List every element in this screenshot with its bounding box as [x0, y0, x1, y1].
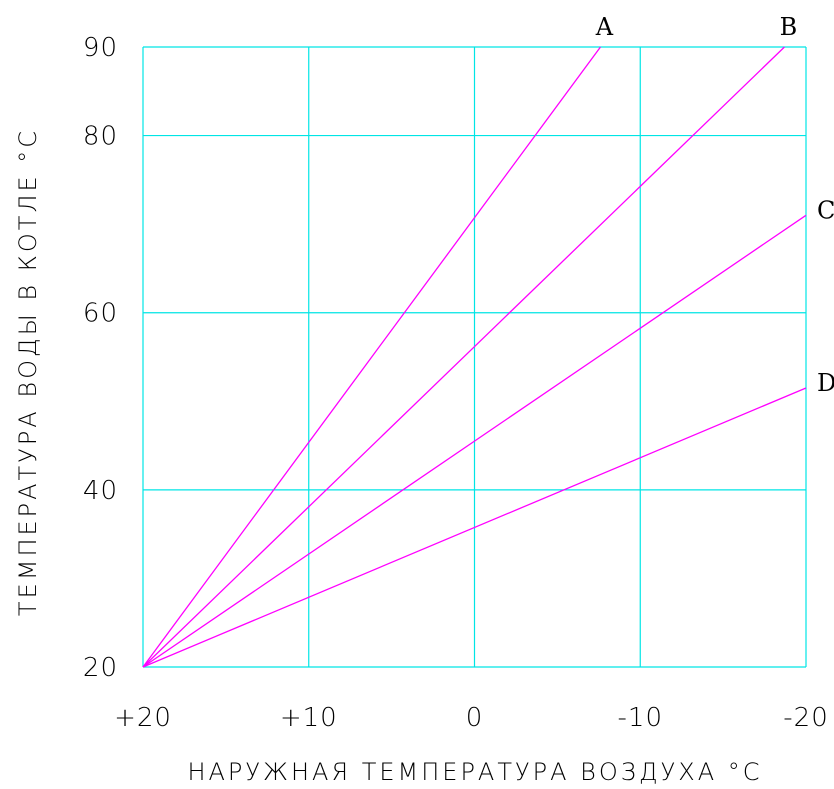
x-tick-label: -10 — [618, 703, 663, 733]
y-tick-label: 60 — [83, 299, 118, 329]
y-tick-label: 40 — [83, 476, 118, 506]
x-tick-label: 0 — [466, 703, 484, 733]
series-line-D — [142, 387, 807, 668]
series-lines — [142, 46, 807, 668]
y-axis-label: ТЕМПЕРАТУРА ВОДЫ В КОТЛЕ °C — [14, 128, 42, 616]
series-labels: A B C D — [595, 13, 834, 397]
grid — [142, 46, 807, 668]
series-label-A: A — [595, 13, 614, 41]
series-line-A — [142, 46, 601, 668]
x-tick-labels: +20 +10 0 -10 -20 — [114, 703, 828, 733]
series-line-C — [142, 214, 807, 668]
series-label-B: B — [780, 13, 798, 41]
series-label-C: C — [817, 196, 834, 224]
y-tick-label: 20 — [83, 653, 118, 683]
y-tick-labels: 20 40 60 80 90 — [83, 33, 118, 683]
x-tick-label: -20 — [783, 703, 828, 733]
x-tick-label: +10 — [280, 703, 338, 733]
y-tick-label: 90 — [83, 33, 118, 63]
x-axis-label: НАРУЖНАЯ ТЕМПЕРАТУРА ВОЗДУХА °C — [187, 758, 762, 786]
series-line-B — [142, 46, 785, 668]
x-tick-label: +20 — [114, 703, 172, 733]
y-tick-label: 80 — [83, 122, 118, 152]
series-label-D: D — [817, 369, 834, 397]
